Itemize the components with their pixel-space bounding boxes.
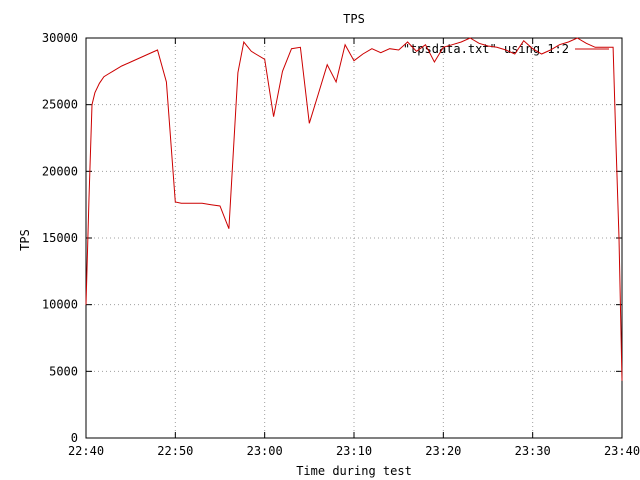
data-point — [88, 197, 90, 199]
y-tick-label: 5000 — [49, 364, 78, 378]
grid-lines — [86, 38, 622, 438]
axis-ticks — [85, 37, 623, 439]
x-tick-label: 22:40 — [68, 444, 104, 458]
x-tick-label: 23:20 — [425, 444, 461, 458]
data-point — [514, 53, 516, 55]
data-point — [273, 116, 275, 118]
x-tick-label: 23:40 — [604, 444, 640, 458]
y-tick-labels: 0 5000 10000 15000 20000 25000 30000 — [42, 31, 78, 445]
data-point — [541, 53, 543, 55]
data-point — [139, 57, 141, 59]
y-tick-label: 15000 — [42, 231, 78, 245]
data-point — [460, 41, 462, 43]
data-point — [568, 41, 570, 43]
data-point — [389, 48, 391, 50]
data-point — [380, 52, 382, 54]
data-point — [183, 203, 185, 205]
data-point — [532, 48, 534, 50]
data-point — [618, 237, 620, 239]
data-point — [264, 59, 266, 61]
data-point — [425, 44, 427, 46]
data-point — [166, 81, 168, 83]
data-point — [398, 49, 400, 51]
data-point — [148, 53, 150, 55]
data-point — [335, 81, 337, 83]
data-point — [103, 76, 105, 78]
x-tick-label: 22:50 — [157, 444, 193, 458]
data-point — [469, 37, 471, 39]
data-point — [451, 44, 453, 46]
data-point — [577, 37, 579, 39]
data-point — [443, 47, 445, 49]
data-point — [353, 60, 355, 62]
x-axis-label: Time during test — [296, 464, 412, 478]
data-point — [99, 83, 101, 85]
x-tick-label: 23:00 — [247, 444, 283, 458]
data-point — [559, 44, 561, 46]
data-point — [550, 49, 552, 51]
x-tick-label: 23:10 — [336, 444, 372, 458]
data-point — [180, 203, 182, 205]
data-point — [108, 73, 110, 75]
data-point — [407, 41, 409, 43]
data-point — [344, 44, 346, 46]
data-point — [487, 45, 489, 47]
data-point — [237, 72, 239, 74]
data-point — [434, 61, 436, 63]
data-point — [478, 43, 480, 45]
data-point — [621, 380, 623, 382]
data-point — [300, 47, 302, 49]
x-tick-labels: 22:40 22:50 23:00 23:10 23:20 23:30 23:40 — [68, 444, 640, 458]
data-point — [91, 104, 93, 106]
legend: "tpsdata.txt" using 1:2 — [403, 42, 609, 56]
data-point — [603, 47, 605, 49]
data-point — [326, 64, 328, 66]
data-point — [523, 40, 525, 42]
data-point — [416, 51, 418, 53]
data-point — [362, 53, 364, 55]
data-point — [192, 203, 194, 205]
y-tick-label: 30000 — [42, 31, 78, 45]
data-point — [250, 51, 252, 53]
data-point — [371, 48, 373, 50]
data-point — [594, 47, 596, 49]
data-point — [175, 201, 177, 203]
data-point — [612, 47, 614, 49]
data-point — [585, 43, 587, 45]
data-point — [85, 304, 87, 306]
data-point — [505, 49, 507, 51]
data-point — [282, 71, 284, 73]
series-group — [85, 37, 623, 381]
chart-title: TPS — [343, 12, 365, 26]
tps-series-line — [85, 37, 623, 381]
data-point — [94, 92, 96, 94]
y-axis-label: TPS — [18, 229, 32, 251]
data-point — [201, 203, 203, 205]
data-point — [210, 204, 212, 206]
y-tick-label: 25000 — [42, 98, 78, 112]
x-tick-label: 23:30 — [515, 444, 551, 458]
data-point — [112, 71, 114, 73]
data-point — [496, 47, 498, 49]
data-point — [130, 61, 132, 63]
y-tick-label: 20000 — [42, 164, 78, 178]
data-point — [219, 205, 221, 207]
data-point — [291, 48, 293, 50]
data-point — [317, 93, 319, 95]
data-point — [157, 49, 159, 51]
data-point — [615, 144, 617, 146]
y-tick-label: 10000 — [42, 298, 78, 312]
data-point — [243, 41, 245, 43]
data-point — [309, 123, 311, 125]
tps-data-points — [85, 37, 623, 381]
legend-label: "tpsdata.txt" using 1:2 — [403, 42, 569, 56]
data-point — [255, 53, 257, 55]
data-point — [228, 228, 230, 230]
y-tick-label: 0 — [71, 431, 78, 445]
data-point — [121, 65, 123, 67]
